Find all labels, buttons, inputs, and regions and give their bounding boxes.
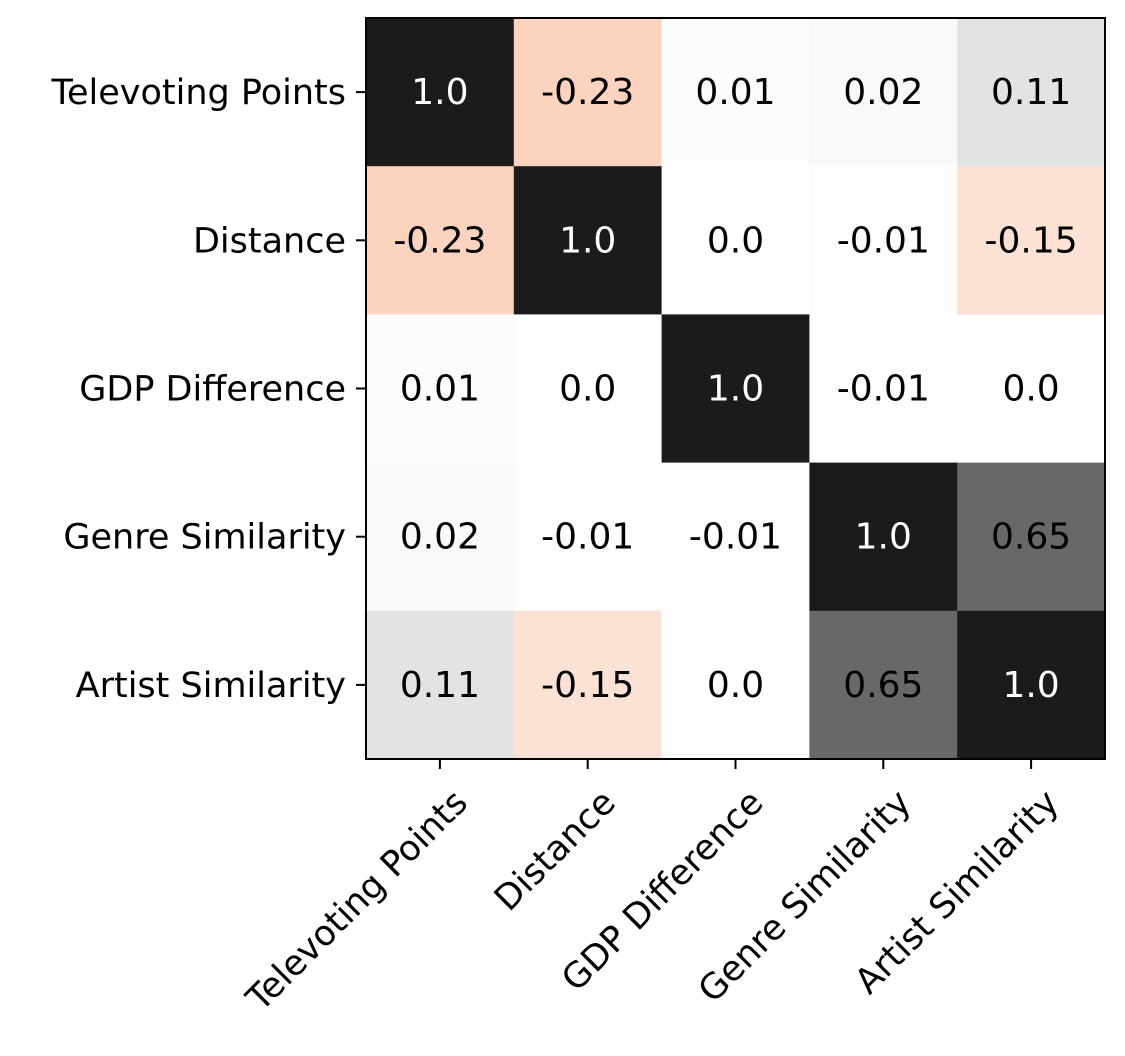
x-tick-label: Distance	[487, 783, 624, 920]
heatmap-cell	[957, 462, 1106, 612]
cell-value-label: 0.0	[707, 665, 764, 706]
heatmap-cell	[513, 610, 663, 760]
heatmap-cell	[809, 18, 958, 167]
heatmap-cell	[513, 166, 663, 315]
heatmap-cell	[957, 18, 1106, 167]
cell-value-label: 0.02	[400, 517, 480, 558]
heatmap-cell	[513, 314, 663, 464]
heatmap-cell	[366, 610, 515, 760]
cell-value-label: 0.11	[991, 72, 1071, 113]
cell-value-label: 1.0	[559, 220, 616, 261]
heatmap-cell	[366, 18, 515, 167]
cell-value-label: 0.65	[843, 665, 923, 706]
cell-value-label: 1.0	[411, 72, 468, 113]
heatmap-cell	[513, 462, 663, 612]
heatmap-cell	[366, 462, 515, 612]
cell-value-label: -0.01	[837, 369, 930, 410]
heatmap-cell	[661, 18, 810, 167]
heatmap-cell	[661, 166, 810, 315]
heatmap-cell	[809, 610, 958, 760]
cell-value-label: -0.23	[393, 220, 486, 261]
cell-value-label: 0.11	[400, 665, 480, 706]
cell-value-label: 0.02	[843, 72, 923, 113]
cell-value-label: 0.65	[991, 517, 1071, 558]
cell-value-label: 0.01	[400, 369, 480, 410]
y-tick-label: Distance	[193, 221, 346, 261]
cell-value-label: 0.0	[559, 369, 616, 410]
heatmap-cell	[809, 462, 958, 612]
heatmap-cell	[513, 18, 663, 167]
cell-value-label: -0.01	[541, 517, 634, 558]
heatmap-cell	[366, 314, 515, 464]
cell-value-label: 0.01	[695, 72, 775, 113]
cell-value-label: 1.0	[855, 517, 912, 558]
y-axis-ticks: Televoting Points Distance GDP Difference G…	[51, 73, 366, 706]
cell-value-label: -0.01	[689, 517, 782, 558]
cell-value-label: -0.15	[985, 220, 1078, 261]
heatmap-cell	[661, 610, 810, 760]
heatmap-cell	[661, 462, 810, 612]
heatmap-cell	[366, 166, 515, 315]
heatmap-cell	[809, 166, 958, 315]
y-tick-label: GDP Difference	[79, 370, 346, 410]
cell-value-label: 0.0	[707, 220, 764, 261]
heatmap-cells	[366, 18, 1106, 760]
cell-value-label: -0.01	[837, 220, 930, 261]
heatmap-cell	[957, 610, 1106, 760]
cell-value-label: -0.15	[541, 665, 634, 706]
y-tick-label: Genre Similarity	[63, 518, 346, 558]
cell-value-label: 1.0	[1002, 665, 1059, 706]
cell-value-label: 0.0	[1002, 369, 1059, 410]
heatmap-cell	[957, 314, 1106, 464]
heatmap-value-labels: 1.0 -0.23 0.01 0.02 0.11 -0.23 1.0 0.0 -0.01 -0.1…	[393, 72, 1077, 706]
y-tick-label: Artist Similarity	[76, 666, 346, 706]
heatmap-cell	[809, 314, 958, 464]
heatmap-cell	[957, 166, 1106, 315]
cell-value-label: 1.0	[707, 369, 764, 410]
x-tick-label: Televoting Points	[239, 783, 476, 1020]
cell-value-label: -0.23	[541, 72, 634, 113]
y-tick-label: Televoting Points	[51, 73, 346, 113]
heatmap-cell	[661, 314, 810, 464]
